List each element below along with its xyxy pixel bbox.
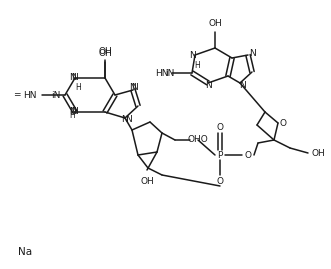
Text: N: N: [132, 83, 138, 91]
Text: HN: HN: [155, 69, 169, 77]
Text: N: N: [70, 108, 76, 116]
Text: HN: HN: [23, 90, 37, 100]
Text: OH: OH: [98, 48, 112, 56]
Text: =: =: [13, 90, 21, 100]
Text: N: N: [189, 51, 195, 59]
Text: N: N: [240, 80, 246, 90]
Text: O: O: [245, 150, 252, 160]
Text: P: P: [217, 150, 223, 160]
Text: OH: OH: [98, 49, 112, 58]
Text: OH: OH: [140, 178, 154, 186]
Text: N: N: [70, 73, 76, 83]
Text: Na: Na: [18, 247, 32, 257]
Text: H: H: [194, 61, 200, 69]
Text: O: O: [216, 122, 223, 132]
Text: N: N: [121, 115, 128, 125]
Text: N: N: [130, 83, 136, 93]
Text: iN: iN: [165, 69, 174, 77]
Text: OH: OH: [208, 19, 222, 29]
Text: N: N: [71, 108, 78, 116]
Text: N: N: [205, 80, 212, 90]
Text: N: N: [71, 73, 78, 83]
Text: OHO: OHO: [188, 136, 209, 144]
Text: O: O: [279, 119, 287, 128]
Text: H: H: [69, 111, 75, 119]
Text: N: N: [249, 48, 256, 58]
Text: O: O: [216, 178, 223, 186]
Text: iN: iN: [51, 90, 60, 100]
Text: OH: OH: [311, 148, 325, 158]
Text: N: N: [125, 115, 131, 125]
Text: H: H: [75, 83, 81, 93]
